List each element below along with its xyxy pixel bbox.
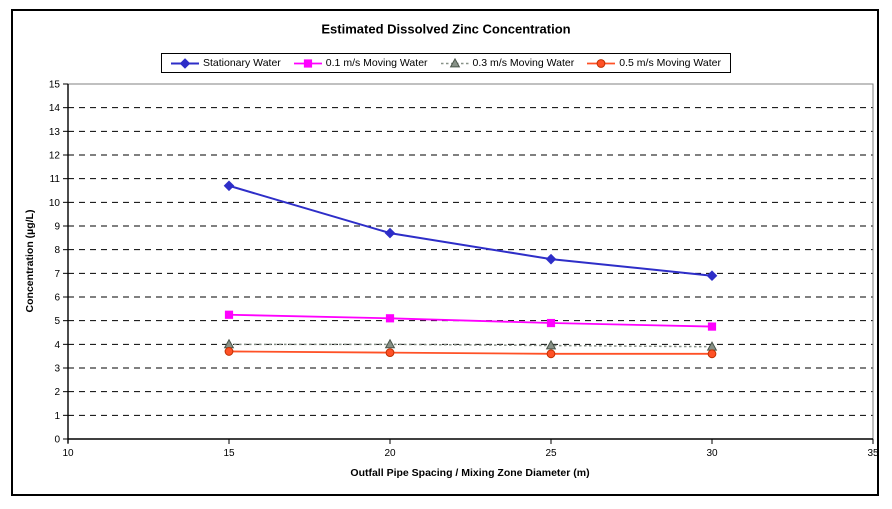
legend-item-1: 0.1 m/s Moving Water (293, 57, 428, 69)
square-marker (707, 322, 717, 331)
y-tick-label: 7 (54, 269, 60, 280)
circle-marker (707, 349, 717, 359)
plot-border (67, 83, 874, 440)
y-tick-label: 15 (49, 80, 61, 91)
circle-marker (385, 348, 395, 358)
y-axis-title: Concentration (µg/L) (24, 209, 36, 313)
x-tick-label: 35 (867, 448, 879, 459)
y-tick-label: 6 (54, 293, 60, 304)
triangle-marker (384, 338, 396, 349)
circle-marker (596, 58, 606, 68)
x-axis-title: Outfall Pipe Spacing / Mixing Zone Diame… (350, 467, 590, 479)
y-tick-label: 0 (54, 435, 60, 446)
x-tick-label: 30 (706, 448, 718, 459)
x-tick-label: 10 (62, 448, 74, 459)
x-tick-label: 20 (384, 448, 396, 459)
axes (67, 84, 873, 443)
diamond-marker (223, 180, 235, 192)
y-tick-label: 4 (54, 340, 60, 351)
square-marker (385, 314, 395, 323)
y-tick-label: 11 (50, 174, 61, 185)
gridlines (68, 107, 873, 416)
triangle-marker (706, 341, 718, 351)
legend-label: 0.3 m/s Moving Water (472, 57, 575, 69)
x-tick-label: 25 (545, 448, 557, 459)
square-marker (224, 310, 234, 319)
diamond-marker (706, 270, 718, 282)
triangle-marker (223, 338, 235, 349)
legend: Stationary Water 0.1 m/s Moving Water 0.3 … (160, 53, 732, 73)
y-tick-label: 5 (54, 316, 60, 327)
series-line (228, 184, 713, 277)
diamond-marker (179, 57, 191, 69)
legend-label: 0.5 m/s Moving Water (619, 57, 722, 69)
series-line (229, 343, 713, 348)
square-legend-icon (293, 58, 322, 68)
diamond-marker (384, 227, 396, 239)
circle-legend-icon (587, 58, 616, 68)
triangle-marker (545, 339, 557, 350)
y-tick-label: 3 (54, 364, 60, 375)
y-tick-label: 10 (49, 198, 61, 209)
series-3 (224, 347, 717, 359)
legend-label: 0.1 m/s Moving Water (325, 57, 428, 69)
square-marker (303, 58, 312, 68)
chart-title: Estimated Dissolved Zinc Concentration (321, 21, 571, 37)
square-marker (546, 318, 556, 328)
triangle-legend-icon (440, 57, 469, 67)
series-0 (223, 180, 718, 282)
legend-item-3: 0.5 m/s Moving Water (587, 57, 721, 69)
diamond-marker (545, 253, 557, 265)
y-tick-label: 2 (54, 387, 60, 398)
diamond-legend-icon (170, 57, 199, 69)
y-tick-label: 9 (54, 222, 60, 233)
y-tick-label: 1 (54, 411, 60, 422)
legend-label: Stationary Water (202, 57, 281, 69)
series-line (228, 350, 712, 355)
series-line (228, 313, 713, 328)
y-tick-label: 14 (49, 103, 61, 114)
circle-marker (224, 347, 234, 356)
circle-marker (546, 349, 556, 359)
y-tick-label: 12 (49, 151, 61, 162)
series-2 (223, 338, 718, 351)
y-tick-label: 8 (54, 245, 60, 256)
series-1 (224, 310, 717, 331)
y-tick-label: 13 (49, 127, 61, 138)
legend-item-2: 0.3 m/s Moving Water (440, 57, 575, 69)
x-axis-ticks: 10 15 20 25 30 35 (62, 439, 879, 459)
x-tick-label: 15 (223, 448, 235, 459)
triangle-marker (449, 57, 460, 67)
legend-item-0: Stationary Water (170, 57, 281, 69)
